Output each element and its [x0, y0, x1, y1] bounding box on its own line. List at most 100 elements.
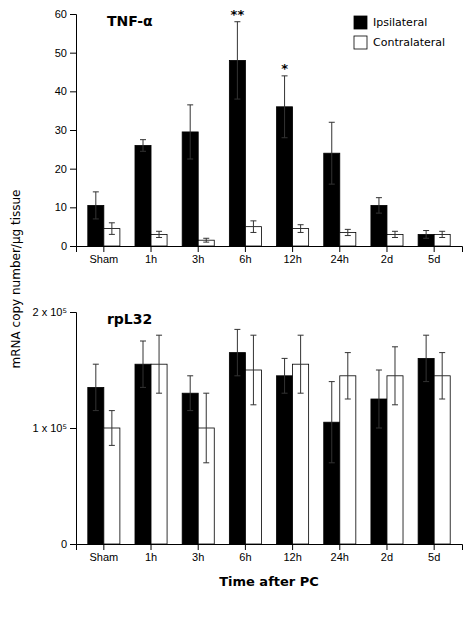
- error-bar-cap: [140, 387, 146, 388]
- series: [88, 22, 434, 246]
- panel: 01 x 10⁵2 x 10⁵Sham1h3h6h12h24h2d5drpL32…: [32, 306, 462, 589]
- bar: [135, 364, 151, 544]
- error-bar-cap: [140, 151, 146, 152]
- error-bar-stem: [394, 231, 395, 237]
- plot-area: [88, 329, 450, 544]
- y-tick-label: 40: [55, 85, 67, 97]
- axis-line: [77, 247, 463, 253]
- error-bar-stem: [253, 335, 254, 405]
- error-bar-stem: [111, 411, 112, 446]
- error-bar-stem: [206, 238, 207, 242]
- error-bar-cap: [156, 393, 162, 394]
- bar: [340, 376, 356, 544]
- panel-title: TNF-α: [107, 13, 153, 29]
- error-bar-stem: [347, 229, 348, 235]
- error-bar-cap: [140, 341, 146, 342]
- axis-line: [70, 313, 77, 545]
- error-bar: [392, 231, 398, 237]
- error-bar: [156, 335, 162, 393]
- error-bar: [140, 140, 146, 152]
- legend-label: Ipsilateral: [373, 16, 427, 29]
- error-bar-stem: [284, 76, 285, 138]
- x-tick-label: 2d: [381, 253, 393, 265]
- bar: [418, 358, 434, 544]
- legend-swatch: [354, 16, 367, 29]
- error-bar-cap: [423, 335, 429, 336]
- error-bar-cap: [345, 352, 351, 353]
- bar: [88, 387, 104, 544]
- y-tick: 1 x 10⁵: [32, 422, 76, 434]
- error-bar-cap: [392, 346, 398, 347]
- error-bar-cap: [203, 462, 209, 463]
- axis-line: [77, 545, 463, 551]
- y-tick: 0: [61, 538, 76, 550]
- legend-swatch: [354, 36, 367, 49]
- error-bar-cap: [282, 358, 288, 359]
- error-bar: [329, 382, 335, 463]
- y-tick-mark: [70, 246, 76, 247]
- x-tick-label: 12h: [283, 253, 301, 265]
- error-bar-stem: [190, 105, 191, 159]
- x-tick-label: Sham: [89, 253, 118, 265]
- x-tick: 2d: [381, 544, 393, 563]
- y-tick-label: 2 x 10⁵: [32, 306, 67, 318]
- error-bar: [156, 231, 162, 237]
- error-bar-cap: [298, 393, 304, 394]
- y-tick-mark: [70, 428, 76, 429]
- y-tick-label: 60: [55, 8, 67, 20]
- error-bar: [93, 192, 99, 219]
- error-bar-stem: [442, 353, 443, 399]
- error-bar: [329, 122, 335, 184]
- error-bar-stem: [95, 364, 96, 410]
- error-bar-cap: [376, 197, 382, 198]
- error-bar: [203, 393, 209, 463]
- x-tick-mark: [151, 246, 152, 252]
- error-bar-cap: [345, 229, 351, 230]
- x-tick-label: 3h: [192, 551, 204, 563]
- error-bar: [439, 353, 445, 399]
- error-bar-stem: [347, 353, 348, 399]
- significance-marker: *: [281, 61, 288, 76]
- y-tick-label: 0: [61, 538, 67, 550]
- x-tick-label: 5d: [428, 253, 440, 265]
- error-bar-cap: [93, 218, 99, 219]
- error-bar: [376, 370, 382, 428]
- y-tick: 60: [55, 8, 76, 20]
- y-tick-mark: [70, 207, 76, 208]
- x-tick-mark: [245, 544, 246, 550]
- panel-title: rpL32: [107, 311, 152, 327]
- error-bar-cap: [203, 242, 209, 243]
- x-tick-label: 24h: [331, 253, 349, 265]
- x-axis: Sham1h3h6h12h24h2d5d: [77, 246, 463, 265]
- error-bar-cap: [250, 335, 256, 336]
- y-tick-mark: [70, 53, 76, 54]
- y-tick-mark: [70, 14, 76, 15]
- error-bar: [234, 329, 240, 375]
- error-bar: [282, 358, 288, 393]
- error-bar-cap: [282, 393, 288, 394]
- error-bar-cap: [109, 445, 115, 446]
- x-tick: 3h: [192, 544, 204, 563]
- error-bar-stem: [331, 122, 332, 184]
- x-tick: 24h: [331, 544, 349, 563]
- error-bar-cap: [282, 137, 288, 138]
- series: [104, 221, 450, 246]
- error-bar: [298, 335, 304, 393]
- y-tick: 10: [55, 201, 76, 213]
- error-bar-cap: [298, 335, 304, 336]
- error-bar: [187, 376, 193, 411]
- x-tick: 1h: [145, 544, 157, 563]
- error-bar-cap: [156, 335, 162, 336]
- significance-marker: **: [231, 7, 245, 22]
- y-tick-mark: [70, 544, 76, 545]
- x-tick-mark: [292, 544, 293, 550]
- legend-entry: Ipsilateral: [354, 16, 427, 29]
- error-bar-cap: [423, 230, 429, 231]
- y-axis: 0 1 x 10⁵ 2 x 10⁵: [32, 306, 76, 550]
- bar: [229, 353, 245, 544]
- x-tick-mark: [339, 246, 340, 252]
- x-tick: 6h: [239, 246, 251, 265]
- x-tick: 1h: [145, 246, 157, 265]
- error-bar-cap: [439, 237, 445, 238]
- error-bar: [439, 231, 445, 237]
